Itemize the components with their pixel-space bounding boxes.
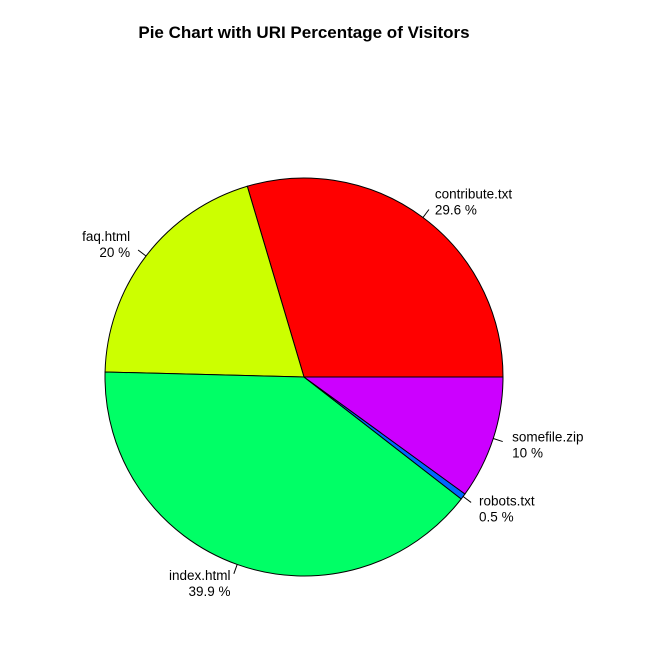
pie-slice-name-label: somefile.zip bbox=[512, 430, 583, 445]
pie-label-tick bbox=[233, 564, 238, 574]
pie-slice-index-html bbox=[104, 371, 462, 577]
pie-label-tick bbox=[137, 249, 147, 257]
pie-slice-name-label: index.html bbox=[169, 568, 231, 583]
pie-slice-percent-label: 29.6 % bbox=[435, 203, 477, 218]
chart-title: Pie Chart with URI Percentage of Visitor… bbox=[138, 23, 469, 42]
pie-label-tick bbox=[462, 496, 472, 503]
pie-slice-percent-label: 0.5 % bbox=[479, 509, 514, 524]
pie-slice-percent-label: 39.9 % bbox=[188, 584, 230, 599]
pie-slice-name-label: robots.txt bbox=[479, 493, 535, 508]
pie-slice-percent-label: 20 % bbox=[99, 245, 130, 260]
pie-label-tick bbox=[493, 438, 503, 443]
pie-slices bbox=[104, 177, 504, 577]
pie-slice-name-label: faq.html bbox=[82, 229, 130, 244]
pie-slice-percent-label: 10 % bbox=[512, 446, 543, 461]
pie-label-tick bbox=[422, 209, 430, 218]
pie-slice-somefile-zip bbox=[302, 376, 504, 495]
pie-slice-name-label: contribute.txt bbox=[435, 187, 513, 202]
